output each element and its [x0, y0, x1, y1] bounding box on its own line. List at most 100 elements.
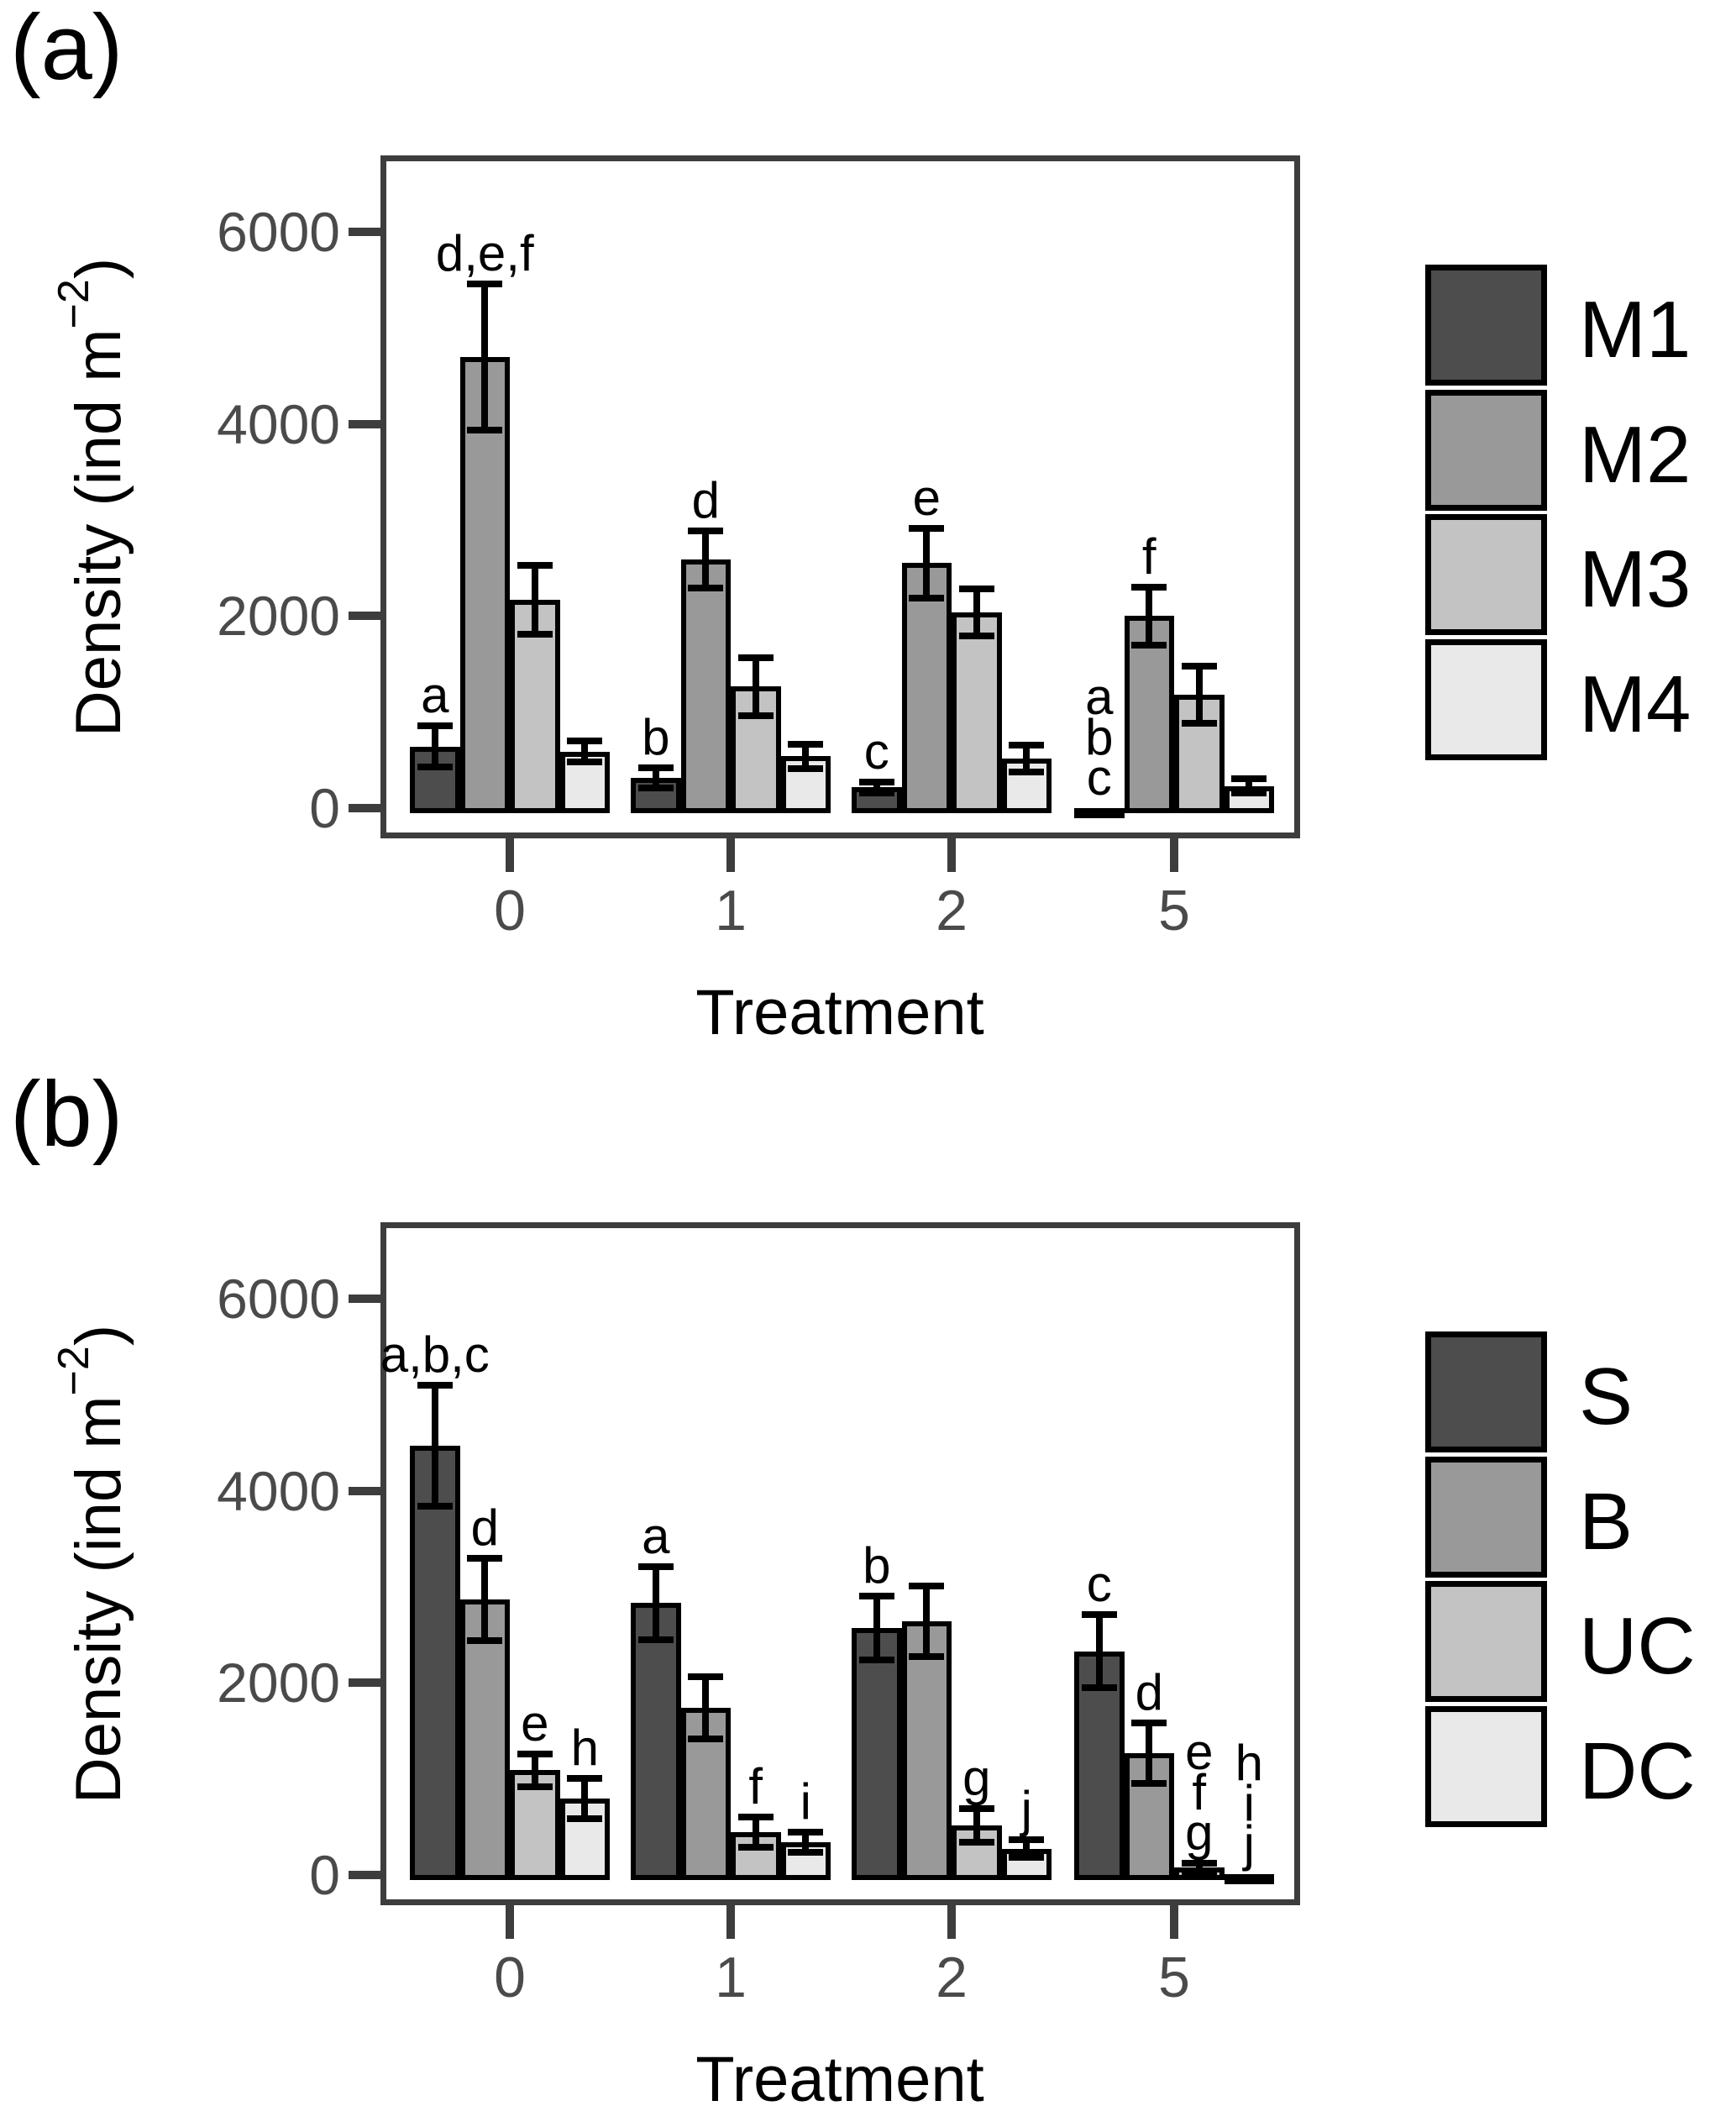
- error-cap-bottom: [1181, 720, 1217, 727]
- y-axis-title-sup-a: −2: [50, 279, 98, 329]
- x-tick-label: 2: [936, 1946, 968, 2009]
- error-cap-top: [1231, 775, 1267, 783]
- sig-label-M1-t2: c: [863, 722, 889, 780]
- y-tick-label: 0: [309, 777, 340, 839]
- error-cap-bottom: [517, 631, 553, 638]
- error-bar-S-t5: [1095, 1615, 1103, 1688]
- error-bar-M3-t1: [752, 658, 759, 716]
- error-cap-top: [1009, 1836, 1045, 1844]
- y-tick: [349, 419, 380, 428]
- error-cap-bottom: [1009, 1853, 1045, 1861]
- legend-swatch-UC: [1425, 1581, 1547, 1703]
- sig-label-S-t5: c: [1086, 1556, 1112, 1613]
- error-cap-top: [637, 764, 674, 771]
- error-bar-S-t1: [652, 1566, 659, 1640]
- legend-label-M2: M2: [1579, 409, 1691, 500]
- error-bar-S-t0: [431, 1384, 438, 1506]
- legend-swatch-S: [1425, 1331, 1547, 1452]
- error-cap-bottom: [517, 1783, 553, 1790]
- y-tick-label: 6000: [217, 1268, 340, 1330]
- error-cap-top: [467, 1554, 503, 1562]
- error-cap-top: [567, 1775, 603, 1783]
- error-cap-top: [737, 1813, 774, 1820]
- sig-label-B-t5: d: [1135, 1663, 1163, 1720]
- sig-label-M2-t5: f: [1141, 528, 1156, 586]
- error-cap-bottom: [1181, 1868, 1217, 1876]
- error-cap-top: [1131, 584, 1167, 591]
- error-bar-DC-t0: [581, 1778, 589, 1820]
- error-cap-bottom: [1231, 790, 1267, 797]
- error-bar-UC-t0: [531, 1753, 538, 1787]
- error-bar-M3-t0: [531, 565, 538, 635]
- y-axis-title-text-a: Density (ind m: [63, 328, 134, 738]
- x-tick-label: 2: [936, 879, 968, 943]
- error-bar-M4-t1: [802, 743, 810, 769]
- legend-label-M4: M4: [1579, 659, 1691, 750]
- error-cap-bottom: [1131, 641, 1167, 649]
- sig-label-M2-t2: e: [912, 469, 941, 526]
- x-tick: [726, 1905, 735, 1939]
- y-tick-label: 6000: [217, 201, 340, 263]
- y-tick-label: 4000: [217, 392, 340, 455]
- error-cap-bottom: [958, 1838, 994, 1846]
- error-cap-bottom: [858, 1656, 894, 1663]
- error-cap-bottom: [958, 632, 994, 639]
- error-cap-bottom: [1131, 1779, 1167, 1787]
- error-bar-S-t2: [873, 1596, 880, 1660]
- y-tick: [349, 804, 380, 812]
- error-cap-bottom: [567, 1815, 603, 1823]
- sig-label-UC-t1: f: [748, 1757, 763, 1815]
- error-bar-M4-t2: [1023, 745, 1031, 773]
- error-cap-bottom: [858, 790, 894, 797]
- bar-B-t5: [1124, 1752, 1174, 1880]
- legend-label-B: B: [1579, 1476, 1634, 1567]
- error-bar-DC-t2: [1023, 1840, 1031, 1857]
- legend-swatch-M1: [1425, 265, 1547, 386]
- bar-S-t2: [852, 1628, 902, 1880]
- y-tick: [349, 1871, 380, 1879]
- error-bar-UC-t5: [1195, 1863, 1203, 1872]
- error-cap-top: [1009, 742, 1045, 749]
- error-cap-bottom: [788, 764, 824, 772]
- error-cap-top: [1131, 1719, 1167, 1726]
- y-tick: [349, 1486, 380, 1495]
- error-cap-top: [467, 280, 503, 287]
- panel-label-a: (a): [10, 0, 123, 99]
- error-bar-M3-t5: [1195, 665, 1203, 724]
- error-bar-M3-t2: [973, 588, 980, 636]
- bar-M2-t2: [901, 563, 952, 813]
- legend-swatch-B: [1425, 1456, 1547, 1578]
- legend-label-DC: DC: [1579, 1726, 1696, 1817]
- legend-swatch-M3: [1425, 514, 1547, 636]
- error-cap-bottom: [637, 1636, 674, 1643]
- error-bar-B-t2: [923, 1585, 931, 1657]
- error-bar-M2-t1: [702, 530, 710, 589]
- error-cap-top: [1081, 1611, 1117, 1619]
- error-bar-UC-t2: [973, 1808, 980, 1842]
- x-tick-label: 1: [715, 1946, 747, 2009]
- sig-label-M1-t1: b: [642, 708, 670, 765]
- error-bar-M4-t0: [581, 740, 589, 763]
- bar-DC-t5: [1224, 1873, 1274, 1884]
- error-cap-bottom: [788, 1848, 824, 1856]
- bar-M2-t1: [680, 559, 731, 813]
- sig-label-DC-t1: i: [800, 1772, 811, 1830]
- error-bar-M2-t5: [1146, 587, 1153, 645]
- error-cap-top: [788, 1828, 824, 1836]
- error-bar-M1-t0: [431, 726, 438, 768]
- error-bar-M2-t2: [923, 528, 931, 599]
- y-tick: [349, 228, 380, 236]
- legend-label-M1: M1: [1579, 285, 1691, 375]
- error-cap-top: [788, 740, 824, 748]
- error-cap-top: [637, 1562, 674, 1570]
- sig-label-S-t2: b: [863, 1537, 891, 1594]
- legend-swatch-M2: [1425, 389, 1547, 511]
- error-bar-UC-t1: [752, 1816, 759, 1848]
- error-bar-M1-t1: [652, 767, 659, 788]
- error-cap-bottom: [737, 712, 774, 719]
- x-tick-label: 5: [1158, 879, 1190, 943]
- bar-S-t0: [410, 1445, 460, 1880]
- error-cap-top: [1181, 662, 1217, 670]
- x-tick-label: 1: [715, 879, 747, 943]
- sig-label-M2-t0: d,e,f: [435, 224, 534, 281]
